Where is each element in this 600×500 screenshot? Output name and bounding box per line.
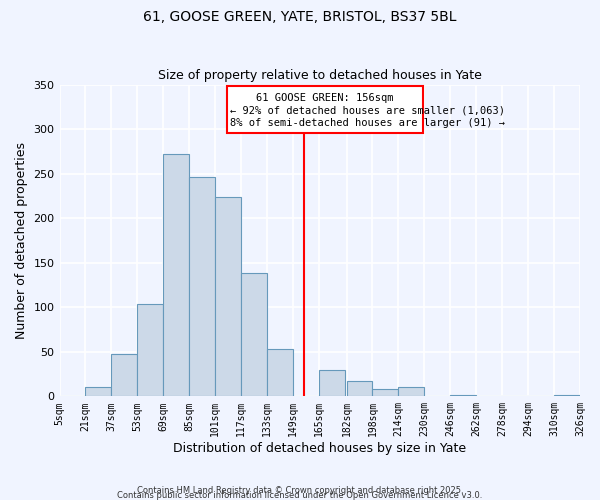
Text: ← 92% of detached houses are smaller (1,063): ← 92% of detached houses are smaller (1,… bbox=[230, 106, 505, 116]
Bar bbox=[554, 394, 580, 396]
Bar bbox=[112, 354, 137, 397]
X-axis label: Distribution of detached houses by size in Yate: Distribution of detached houses by size … bbox=[173, 442, 466, 455]
Text: 61, GOOSE GREEN, YATE, BRISTOL, BS37 5BL: 61, GOOSE GREEN, YATE, BRISTOL, BS37 5BL bbox=[143, 10, 457, 24]
Bar bbox=[373, 389, 398, 396]
FancyBboxPatch shape bbox=[227, 86, 423, 132]
Bar bbox=[85, 388, 112, 396]
Bar bbox=[267, 349, 293, 397]
Bar bbox=[189, 177, 215, 396]
Bar bbox=[319, 370, 345, 396]
Bar bbox=[241, 274, 267, 396]
Text: 61 GOOSE GREEN: 156sqm: 61 GOOSE GREEN: 156sqm bbox=[256, 94, 394, 104]
Bar bbox=[163, 154, 189, 396]
Y-axis label: Number of detached properties: Number of detached properties bbox=[15, 142, 28, 339]
Text: 8% of semi-detached houses are larger (91) →: 8% of semi-detached houses are larger (9… bbox=[230, 118, 505, 128]
Text: Contains public sector information licensed under the Open Government Licence v3: Contains public sector information licen… bbox=[118, 490, 482, 500]
Bar bbox=[398, 388, 424, 396]
Bar bbox=[137, 304, 163, 396]
Text: Contains HM Land Registry data © Crown copyright and database right 2025.: Contains HM Land Registry data © Crown c… bbox=[137, 486, 463, 495]
Bar bbox=[347, 381, 373, 396]
Title: Size of property relative to detached houses in Yate: Size of property relative to detached ho… bbox=[158, 69, 482, 82]
Bar bbox=[215, 197, 241, 396]
Bar bbox=[450, 394, 476, 396]
